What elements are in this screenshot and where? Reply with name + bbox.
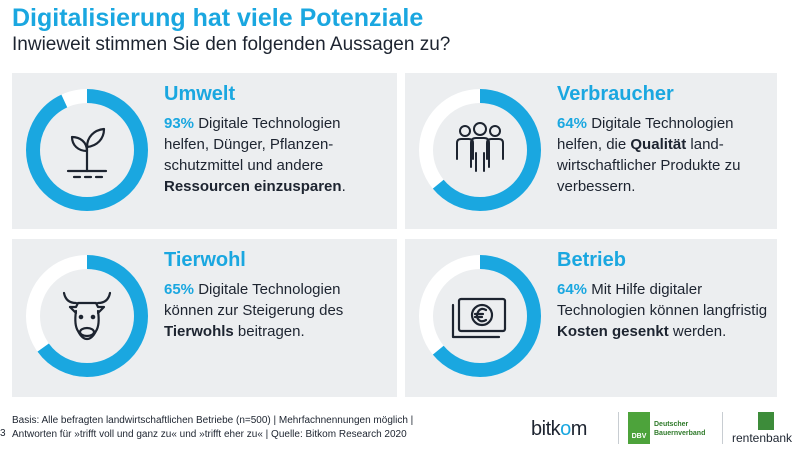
logo-divider [722,412,723,444]
card-verbraucher: Verbraucher 64% Digitale Technologien he… [405,73,777,229]
card-title-betrieb: Betrieb [557,249,626,271]
card-umwelt: Umwelt 93% Digitale Technologien helfen,… [12,73,397,229]
card-text-betrieb: 64% Mit Hilfe digitaler Technologien kön… [557,279,777,342]
card-title-verbraucher: Verbraucher [557,83,674,105]
card-text-tierwohl: 65% Digitale Technologien können zur Ste… [164,279,384,342]
text-highlight: Tierwohls [164,323,234,340]
footer-note: Basis: Alle befragten landwirtschaftlich… [12,414,413,442]
dbv-logo: DBV Deutscher Bauernverband [628,412,706,446]
logo-text: rentenbank [732,431,793,445]
card-text-umwelt: 93% Digitale Technologien helfen, Dünger… [164,113,384,197]
card-text-verbraucher: 64% Digitale Technologien helfen, die Qu… [557,113,777,197]
text-part: werden. [668,323,727,340]
text-part: land-wirtschaftlicher Produkte zu verbes… [557,136,741,195]
logo-text: Bauernverband [654,430,706,437]
logo-divider [618,412,619,444]
text-part: Digitale Technologien können zur Steiger… [164,281,344,319]
plant-icon [66,127,108,179]
progress-ring-verbraucher [419,89,541,211]
progress-ring-betrieb [419,255,541,377]
page-number: 3 [0,428,6,439]
page-title: Digitalisierung hat viele Potenziale [12,4,424,32]
text-highlight: Kosten gesenkt [557,323,669,340]
text-part: Digitale Technologien helfen, Dünger, Pf… [164,115,341,174]
percent-value: 64% [557,281,588,298]
footer-line-2: Antworten für »trifft voll und ganz zu« … [12,429,407,440]
percent-value: 64% [557,115,588,132]
progress-ring-umwelt [26,89,148,211]
page-subtitle: Inwieweit stimmen Sie den folgenden Auss… [12,34,451,55]
footer-line-1: Basis: Alle befragten landwirtschaftlich… [12,415,414,426]
cow-icon [62,291,112,341]
dbv-logo-box: DBV [628,412,650,444]
euro-banknote-icon [451,297,507,339]
percent-value: 65% [164,281,195,298]
card-betrieb: Betrieb 64% Mit Hilfe digitaler Technolo… [405,239,777,397]
dbv-logo-text: Deutscher Bauernverband [654,420,705,438]
logo-text: bitk [531,418,561,440]
logo-text: o [560,418,571,440]
card-tierwohl: Tierwohl 65% Digitale Technologien könne… [12,239,397,397]
rentenbank-logo: rentenbank [732,412,800,446]
people-icon [456,122,504,172]
text-part: . [341,178,346,195]
progress-ring-tierwohl [26,255,148,377]
text-highlight: Ressourcen einzusparen [164,178,342,195]
logo-text: Deutscher [654,421,689,428]
text-highlight: Qualität [630,136,687,153]
text-part: beitragen. [233,323,305,340]
card-title-tierwohl: Tierwohl [164,249,246,271]
text-part: Mit Hilfe digitaler Technologien können … [557,281,768,319]
bitkom-logo: bitkom [531,418,587,441]
rentenbank-mark-icon [758,412,774,430]
logo-text: m [570,418,588,440]
text-part: Digitale Technologien helfen, die [557,115,734,153]
percent-value: 93% [164,115,195,132]
card-title-umwelt: Umwelt [164,83,236,105]
